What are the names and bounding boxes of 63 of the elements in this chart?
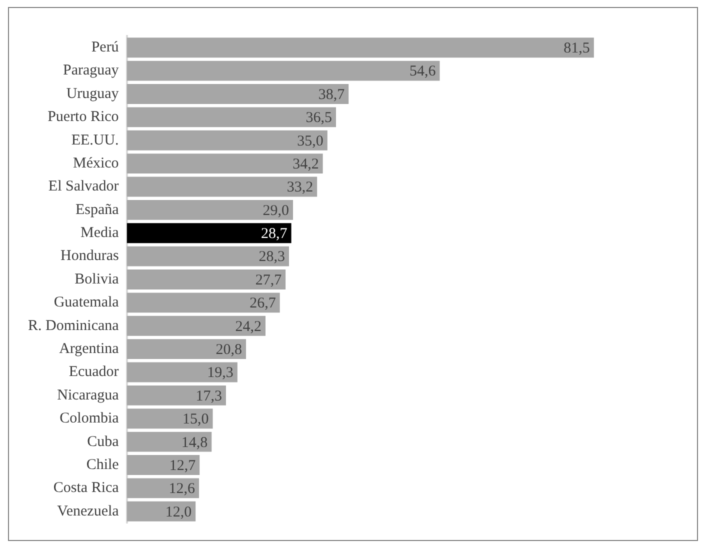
data-label: 54,6 <box>409 64 436 80</box>
data-label: 17,3 <box>196 388 222 404</box>
y-tick-label: Nicaragua <box>57 387 120 404</box>
bar <box>126 223 292 244</box>
data-label: 27,7 <box>255 272 282 288</box>
bar <box>126 292 280 313</box>
y-tick-label: Cuba <box>87 434 120 450</box>
bar <box>126 408 213 429</box>
data-label: 14,8 <box>181 434 208 451</box>
data-label: 26,7 <box>250 296 276 312</box>
y-tick-label: Venezuela <box>57 503 120 520</box>
y-tick-label: Ecuador <box>68 364 119 380</box>
bar <box>126 455 200 475</box>
y-tick-label: El Salvador <box>48 178 119 195</box>
bar <box>126 38 594 58</box>
y-tick-label: México <box>72 155 119 172</box>
bar <box>126 200 294 220</box>
data-label: 28,7 <box>261 226 288 242</box>
bar <box>126 339 246 360</box>
data-label: 28,3 <box>258 249 286 266</box>
bar <box>126 432 212 452</box>
bar <box>126 246 290 266</box>
bar <box>126 107 336 128</box>
data-label: 12,7 <box>169 458 196 474</box>
bar <box>126 316 266 336</box>
y-tick-label: España <box>75 202 120 218</box>
data-label: 19,3 <box>207 365 234 382</box>
data-label: 12,0 <box>165 504 192 520</box>
data-label: 34,2 <box>292 156 319 172</box>
y-tick-label: Guatemala <box>54 294 120 311</box>
bar <box>126 270 286 290</box>
data-label: 20,8 <box>216 342 242 358</box>
bar <box>126 501 196 522</box>
data-label: 36,5 <box>306 110 332 126</box>
bar <box>126 60 440 81</box>
data-label: 15,0 <box>182 412 209 428</box>
data-label: 29,0 <box>262 202 290 219</box>
y-tick-label: Bolivia <box>74 271 120 288</box>
bar <box>126 385 226 406</box>
y-tick-label: Perú <box>91 40 120 56</box>
data-label: 12,6 <box>168 481 196 498</box>
bar <box>126 130 328 150</box>
y-tick-label: EE.UU. <box>71 132 119 148</box>
y-tick-label: Argentina <box>59 341 120 358</box>
y-tick-label: Paraguay <box>63 62 120 79</box>
bar <box>126 362 238 382</box>
y-tick-label: Colombia <box>60 410 120 427</box>
bar <box>126 478 200 498</box>
y-tick-label: Media <box>80 225 120 242</box>
bar <box>126 154 323 174</box>
y-tick-label: Chile <box>86 456 120 473</box>
data-label: 35,0 <box>297 133 324 150</box>
y-tick-label: Uruguay <box>66 86 120 102</box>
data-label: 24,2 <box>235 318 262 335</box>
y-tick-label: Costa Rica <box>53 480 120 496</box>
data-label: 38,7 <box>318 86 346 103</box>
bar <box>126 176 318 197</box>
data-label: 81,5 <box>564 40 590 57</box>
y-tick-label: Puerto Rico <box>48 109 119 126</box>
data-label: 33,2 <box>286 180 314 196</box>
y-tick-label: R. Dominicana <box>28 318 120 334</box>
bar <box>126 84 349 104</box>
y-tick-label: Honduras <box>60 248 119 264</box>
